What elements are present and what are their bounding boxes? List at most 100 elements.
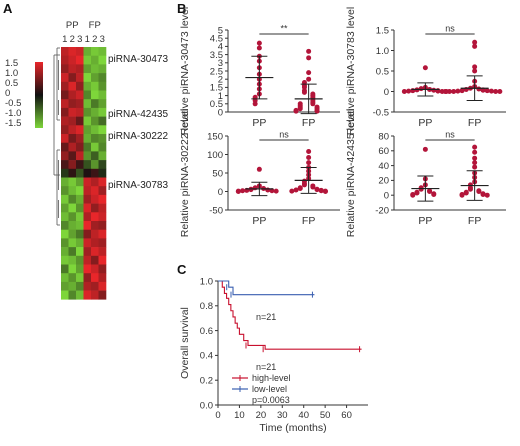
heatmap-cell bbox=[83, 168, 92, 178]
heatmap-cell bbox=[98, 255, 107, 265]
heatmap-cell bbox=[76, 142, 84, 152]
heatmap-cell bbox=[61, 64, 69, 74]
y-tick-label: 0.6 bbox=[200, 326, 213, 337]
heatmap-cell bbox=[68, 90, 77, 100]
y-axis-label: Relative piRNA-42435 level bbox=[345, 109, 357, 237]
heatmap-cell bbox=[91, 264, 99, 274]
heatmap-cell bbox=[68, 221, 77, 230]
data-point bbox=[256, 40, 262, 46]
heatmap-cell bbox=[76, 134, 84, 143]
heatmap-cell bbox=[76, 290, 84, 300]
heatmap-cell bbox=[83, 177, 92, 187]
data-point bbox=[256, 45, 262, 51]
y-tick-label: 2 bbox=[218, 75, 223, 86]
row-label: piRNA-42435 bbox=[108, 109, 168, 120]
data-point bbox=[414, 190, 420, 196]
heatmap-cell bbox=[91, 255, 99, 265]
data-point bbox=[472, 144, 478, 150]
annotation-n-low: n=21 bbox=[256, 312, 276, 322]
heatmap-cell bbox=[61, 116, 69, 126]
heatmap-cell bbox=[91, 47, 99, 56]
data-point bbox=[451, 89, 457, 94]
data-point bbox=[306, 48, 312, 54]
column-label: 3 bbox=[77, 34, 82, 45]
data-point bbox=[322, 189, 328, 194]
column-label: 1 bbox=[62, 34, 67, 45]
heatmap-cell bbox=[91, 90, 99, 100]
x-tick-label: FP bbox=[468, 117, 481, 129]
colorbar-tick-label: 1.0 bbox=[5, 68, 18, 79]
data-point bbox=[472, 160, 478, 166]
heatmap-cell bbox=[98, 160, 107, 170]
data-point bbox=[418, 186, 424, 192]
survival-plot: 0.0 0.2 0.4 0.6 0.8 1.0 0 10 20 30 40 50 60 Time (mon… bbox=[179, 276, 368, 434]
data-point bbox=[410, 192, 416, 198]
y-tick-label: 20 bbox=[378, 176, 389, 187]
x-axis-label: Time (months) bbox=[259, 422, 326, 434]
heatmap-cell bbox=[68, 107, 77, 117]
heatmap-cell bbox=[83, 151, 92, 161]
heatmap-cell bbox=[83, 99, 92, 109]
column-label: 1 bbox=[85, 34, 90, 45]
data-point bbox=[248, 187, 254, 193]
y-tick-label: 0.8 bbox=[200, 301, 213, 312]
heatmap-cell bbox=[91, 64, 99, 74]
heatmap-cell bbox=[76, 99, 84, 109]
heatmap-cell bbox=[83, 264, 92, 274]
heatmap-cell bbox=[68, 264, 77, 274]
heatmap-cell bbox=[76, 107, 84, 117]
heatmap-cell bbox=[91, 186, 99, 196]
survival-curve-low-level bbox=[218, 280, 315, 296]
data-point bbox=[446, 89, 452, 94]
y-tick-label: 1.5 bbox=[376, 25, 389, 36]
heatmap-cell bbox=[76, 194, 84, 204]
x-tick-label: FP bbox=[302, 215, 315, 227]
heatmap-cell bbox=[61, 125, 69, 135]
heatmap-cell bbox=[68, 81, 77, 91]
y-tick-label: 80 bbox=[378, 131, 389, 142]
column-label: 2 bbox=[70, 34, 75, 45]
heatmap-cell bbox=[76, 264, 84, 274]
annotation-n-high: n=21 bbox=[256, 362, 276, 372]
x-tick-label: 10 bbox=[234, 410, 245, 421]
heatmap-cell bbox=[61, 264, 69, 274]
y-tick-label: 0 bbox=[384, 87, 389, 98]
heatmap-cell bbox=[61, 203, 69, 213]
group-label: PP bbox=[66, 20, 79, 31]
data-point bbox=[314, 108, 320, 114]
heatmap-cell bbox=[98, 107, 107, 117]
heatmap-cell bbox=[76, 55, 84, 65]
data-point bbox=[240, 188, 246, 194]
data-point bbox=[306, 55, 312, 61]
data-point bbox=[301, 89, 307, 95]
heatmap-cell bbox=[83, 47, 92, 56]
heatmap-cell bbox=[91, 116, 99, 126]
data-point bbox=[314, 187, 320, 193]
data-point bbox=[235, 189, 241, 194]
heatmap-cell bbox=[98, 168, 107, 178]
y-tick-label: 1.0 bbox=[200, 276, 213, 287]
heatmap-cell bbox=[61, 73, 69, 83]
y-tick-label: 1.0 bbox=[376, 46, 389, 57]
heatmap-cell bbox=[91, 290, 99, 300]
heatmap-cell bbox=[98, 73, 107, 83]
x-tick-label: FP bbox=[468, 215, 481, 227]
heatmap-cell bbox=[83, 255, 92, 265]
heatmap-cell bbox=[91, 238, 99, 248]
heatmap-cell bbox=[61, 212, 69, 222]
row-label: piRNA-30222 bbox=[108, 131, 168, 142]
heatmap-cell bbox=[68, 47, 77, 56]
data-point bbox=[480, 87, 486, 93]
heatmap-cell bbox=[68, 99, 77, 109]
heatmap-cell bbox=[76, 255, 84, 265]
data-point bbox=[401, 89, 407, 94]
heatmap-cell bbox=[98, 238, 107, 248]
colorbar-tick-label: 0 bbox=[5, 88, 10, 99]
heatmap-cell bbox=[98, 186, 107, 196]
heatmap-cell bbox=[83, 125, 92, 135]
row-label: piRNA-30783 bbox=[108, 180, 168, 191]
y-tick-label: 50 bbox=[212, 168, 223, 179]
heatmap-cell bbox=[98, 81, 107, 91]
y-tick-label: 40 bbox=[378, 161, 389, 172]
